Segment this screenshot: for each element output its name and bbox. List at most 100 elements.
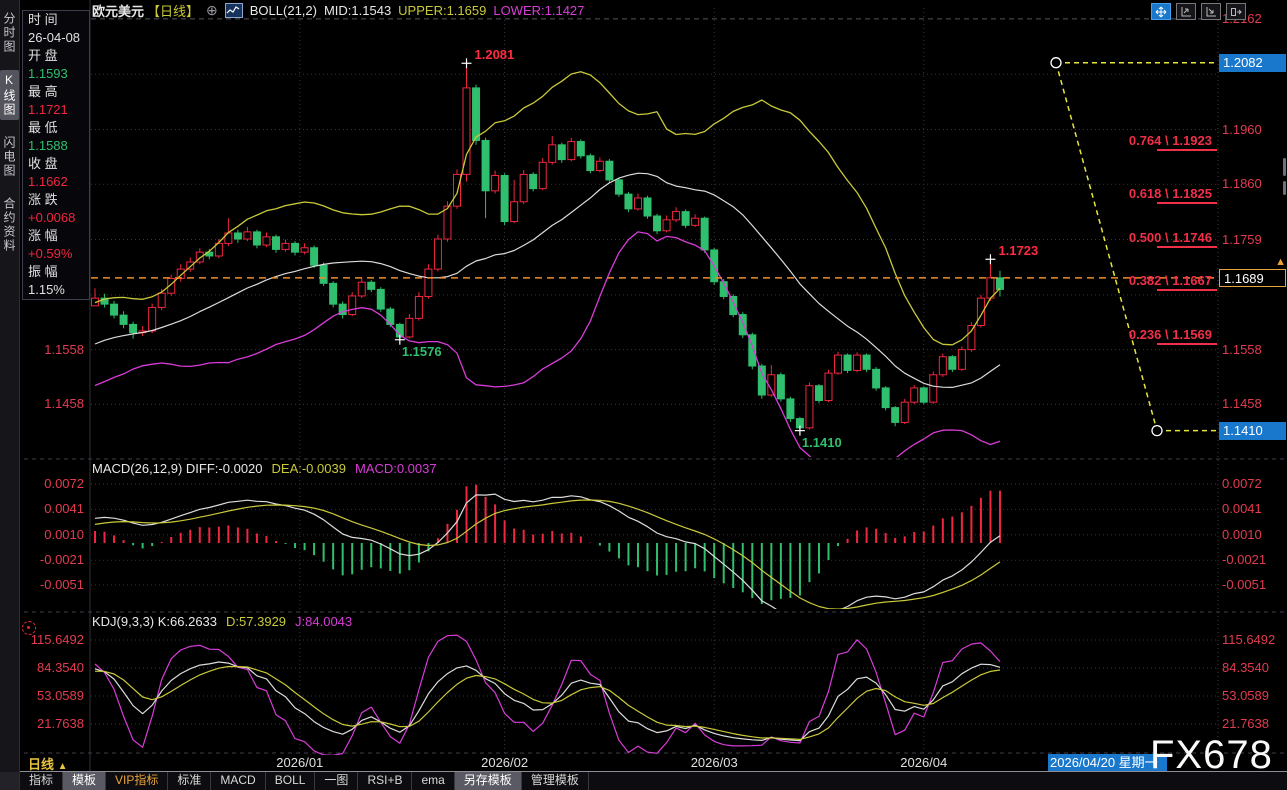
price-box-high: 1.2082	[1219, 53, 1286, 72]
candle-body	[662, 219, 671, 232]
selected-date-box: 2026/04/20 星期一	[1048, 754, 1167, 771]
candle-body	[757, 365, 766, 396]
right-scrollbar-segment[interactable]	[1283, 158, 1286, 176]
bottom-tab-标准[interactable]: 标准	[168, 772, 212, 790]
info-label: 收 盘	[28, 156, 58, 171]
bottom-tab-VIP指标[interactable]: VIP指标	[106, 772, 169, 790]
price-box-last: 1.1689	[1219, 268, 1286, 287]
candle-body	[567, 141, 576, 161]
candle-body	[376, 288, 385, 310]
bottom-tab-BOLL[interactable]: BOLL	[266, 772, 316, 790]
candle-body	[900, 401, 909, 423]
sidebar-tab-闪电图[interactable]: 闪电图	[2, 136, 16, 178]
boll-lower-line	[94, 231, 1001, 457]
macd-dea-line	[94, 499, 1001, 609]
axis-scale-left-icon[interactable]	[1176, 3, 1196, 20]
candle-body	[462, 87, 471, 175]
candle-body	[195, 251, 204, 263]
candle-body	[557, 144, 566, 161]
candle-body	[862, 354, 871, 370]
bottom-tab-指标[interactable]: 指标	[20, 772, 64, 790]
kdj-j-value: J:84.0043	[295, 614, 353, 629]
bottom-tab-模板[interactable]: 模板	[63, 772, 107, 790]
boll-lower-value: LOWER:1.1427	[493, 3, 585, 18]
candle-body	[233, 232, 242, 240]
axis-scale-right-icon[interactable]	[1201, 3, 1221, 20]
candle-body	[653, 215, 662, 232]
symbol-name: 欧元美元	[92, 4, 145, 19]
candle-body	[967, 325, 976, 351]
sidebar-tab-合约资料[interactable]: 合约资料	[2, 197, 16, 253]
overlay-layer	[91, 57, 1218, 437]
candle-body	[262, 236, 271, 246]
info-label: 涨 幅	[28, 228, 58, 243]
macd-macd-value: MACD:0.0037	[354, 461, 437, 476]
candle-body	[481, 139, 490, 192]
candle-body	[281, 242, 290, 250]
add-overlay-icon[interactable]: ⊕	[206, 2, 218, 18]
candle-body	[271, 236, 280, 250]
candle-body	[310, 247, 319, 266]
indicator-chart-icon[interactable]	[224, 3, 243, 18]
info-value: 1.1588	[28, 138, 68, 153]
candle-body	[891, 407, 900, 423]
macd-panel	[94, 484, 1001, 609]
bottom-tab-MACD[interactable]: MACD	[211, 772, 266, 790]
candle-body	[738, 314, 747, 336]
candle-body	[519, 173, 528, 203]
candle-body	[110, 303, 119, 316]
candle-body	[148, 306, 157, 332]
sidebar-tab-K线图[interactable]: K线图	[0, 70, 19, 120]
bottom-tab-ema[interactable]: ema	[412, 772, 455, 790]
corner-box	[0, 772, 19, 790]
candle-body	[948, 356, 957, 370]
period-selector[interactable]: 日线 ▲	[28, 754, 68, 773]
fib-handle-top[interactable]	[1050, 57, 1062, 69]
candle-body	[405, 317, 414, 338]
bottom-tab-一图[interactable]: 一图	[315, 772, 359, 790]
candle-body	[424, 268, 433, 297]
candle-body	[214, 242, 223, 257]
candle-body	[853, 354, 862, 371]
candle-body	[776, 374, 785, 400]
candle-body	[919, 387, 928, 403]
kdj-d-value: D:57.3929	[226, 614, 287, 629]
candle-body	[605, 160, 614, 181]
bottom-tab-RSI+B[interactable]: RSI+B	[358, 772, 413, 790]
info-label: 最 低	[28, 120, 58, 135]
sidebar-tab-分时图[interactable]: 分时图	[2, 12, 16, 54]
candle-body	[748, 334, 757, 367]
boll-params-label: BOLL(21,2)	[249, 3, 317, 18]
candle-body	[119, 314, 128, 325]
info-value: +0.0068	[28, 210, 76, 225]
candle-body	[538, 161, 547, 190]
crosshair-move-icon[interactable]	[1151, 3, 1171, 20]
candle-body	[614, 179, 623, 195]
info-value: 1.1593	[28, 66, 68, 81]
candle-body	[834, 354, 843, 374]
pane-expand-icon[interactable]	[1226, 3, 1246, 20]
candle-body	[319, 264, 328, 284]
period-selector-label: 日线	[28, 757, 55, 772]
chart-type-sidebar: 分时图 K线图闪电图合约资料	[0, 0, 20, 790]
info-value: 1.15%	[28, 282, 65, 297]
candle-body	[357, 281, 366, 297]
candle-body	[729, 295, 738, 316]
bottom-tab-管理模板[interactable]: 管理模板	[522, 772, 589, 790]
period-dropdown-icon: ▲	[57, 761, 68, 772]
candle-body	[700, 217, 709, 251]
boll-upper-value: UPPER:1.1659	[398, 3, 487, 18]
candle-body	[586, 155, 595, 172]
fib-handle-bottom[interactable]	[1151, 424, 1163, 437]
right-scrollbar-segment[interactable]	[1283, 181, 1286, 195]
candle-body	[691, 217, 700, 226]
grid-layer	[0, 0, 1287, 771]
bottom-tab-另存模板[interactable]: 另存模板	[454, 772, 522, 790]
candle-body	[910, 387, 919, 403]
candle-body	[576, 141, 585, 157]
kdj-panel	[94, 634, 1001, 755]
kdj-header: KDJ(9,3,3) K:66.2633 D:57.3929 J:84.0043	[92, 614, 352, 629]
period-tag[interactable]: 【日线】	[147, 4, 200, 19]
candle-body	[843, 354, 852, 371]
